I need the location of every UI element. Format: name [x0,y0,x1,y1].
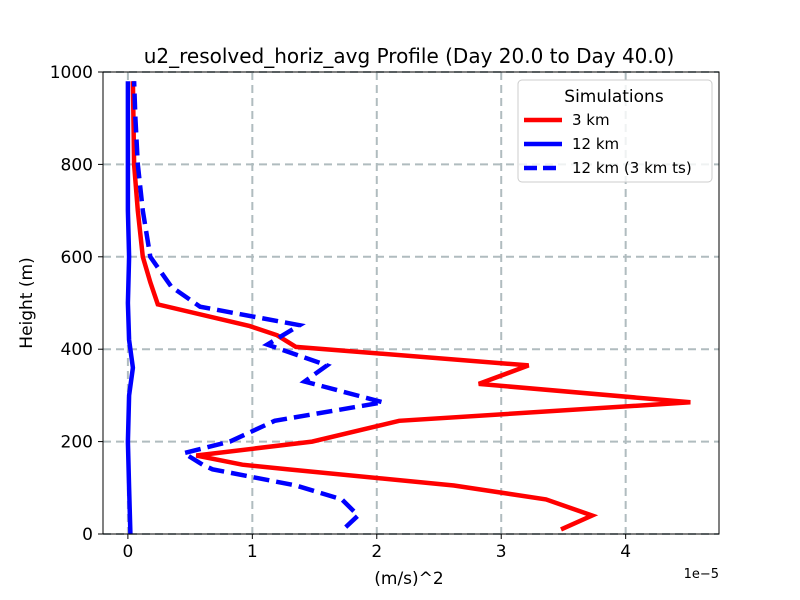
x-tick-label: 2 [371,542,382,562]
series-line-12-km [125,81,136,535]
y-tick-label: 1000 [50,63,93,83]
y-tick-label: 400 [61,340,93,360]
legend: Simulations 3 km 12 km 12 km (3 km ts) [517,79,713,183]
legend-label-12-km: 12 km [572,135,619,153]
x-tick-label: 3 [496,542,507,562]
y-axis: 0 200 400 600 800 1000 [50,63,103,545]
x-tick-label: 4 [620,542,631,562]
y-tick-label: 600 [61,248,93,268]
series-line-12-km-3-km-ts [131,81,384,529]
y-tick-label: 200 [61,433,93,453]
plot-area [102,71,720,535]
plot-lines [125,81,691,535]
x-axis-label: (m/s)^2 [374,569,443,589]
x-axis-offset-text: 1e−5 [684,567,719,582]
x-axis: 0 1 2 3 4 [122,534,631,562]
legend-frame [517,79,713,183]
chart-title: u2_resolved_horiz_avg Profile (Day 20.0 … [144,44,675,68]
x-tick-label: 1 [247,542,258,562]
y-tick-label: 0 [82,525,93,545]
series-line-3-km [130,81,691,532]
legend-label-12-km-3-km-ts: 12 km (3 km ts) [572,159,692,177]
legend-label-3-km: 3 km [572,111,610,129]
legend-title: Simulations [564,87,664,107]
y-axis-label: Height (m) [17,257,37,348]
x-tick-label: 0 [122,542,133,562]
y-tick-label: 800 [61,155,93,175]
